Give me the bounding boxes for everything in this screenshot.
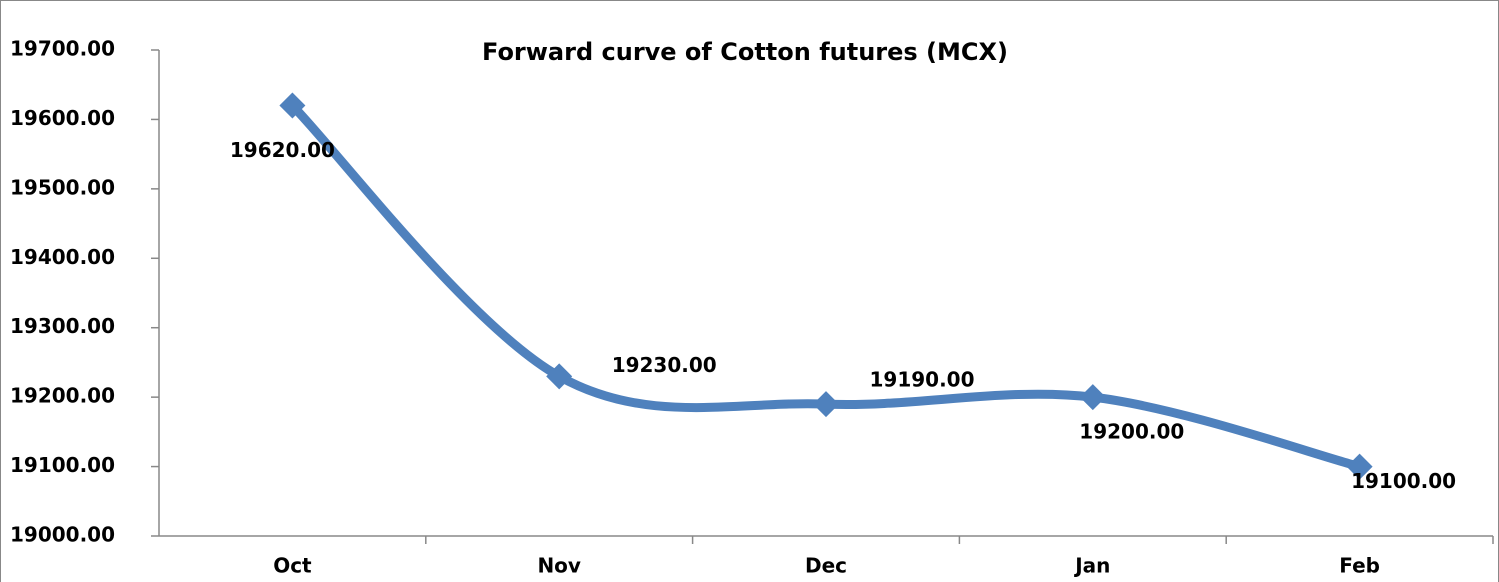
y-tick-label: 19700.00 <box>10 37 115 61</box>
data-label: 19100.00 <box>1351 469 1456 493</box>
x-tick-label: Feb <box>1339 554 1380 578</box>
marker <box>813 391 839 418</box>
x-tick-label: Dec <box>805 554 847 578</box>
marker <box>546 363 573 390</box>
x-tick-label: Nov <box>537 554 581 578</box>
marker <box>1346 453 1373 480</box>
y-tick-label: 19100.00 <box>10 453 115 477</box>
marker <box>279 92 306 119</box>
y-tick-label: 19500.00 <box>10 175 115 199</box>
y-tick-label: 19400.00 <box>10 245 115 269</box>
marker <box>1079 384 1106 411</box>
y-tick-label: 19000.00 <box>10 523 115 547</box>
x-tick-label: Jan <box>1073 554 1110 578</box>
data-label: 19190.00 <box>869 368 974 392</box>
x-tick-label: Oct <box>273 554 312 578</box>
y-tick-label: 19600.00 <box>10 106 115 130</box>
data-label: 19620.00 <box>230 138 335 162</box>
y-tick-label: 19200.00 <box>10 384 115 408</box>
data-label: 19200.00 <box>1079 420 1184 444</box>
data-label: 19230.00 <box>612 353 717 377</box>
y-tick-label: 19300.00 <box>10 314 115 338</box>
chart-title: Forward curve of Cotton futures (MCX) <box>482 38 1008 66</box>
